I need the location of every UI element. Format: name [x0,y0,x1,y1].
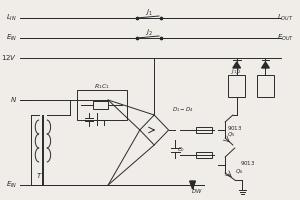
Text: $DW$: $DW$ [191,187,203,195]
Text: $R_1C_1$: $R_1C_1$ [94,83,110,91]
Text: $L_{IN}$: $L_{IN}$ [6,13,17,23]
Text: $N$: $N$ [10,96,17,104]
Text: $C_0$: $C_0$ [177,146,185,154]
Text: $J_1$: $J_1$ [146,8,153,18]
Text: $T$: $T$ [36,170,43,180]
Text: $12V$: $12V$ [1,53,17,62]
Bar [196,127,212,133]
Bar [257,75,274,97]
Text: $E_{IN}$: $E_{IN}$ [6,180,17,190]
Polygon shape [233,62,241,68]
Bar [77,90,127,120]
Bar [93,101,108,109]
Bar [196,152,212,158]
Text: $J_2$: $J_2$ [146,28,153,38]
Text: $Q_6$: $Q_6$ [235,168,244,176]
Bar [228,75,245,97]
Text: $9013$: $9013$ [240,159,256,167]
Text: $J_1J_2$: $J_1J_2$ [231,68,242,76]
Text: $Q_5$: $Q_5$ [227,131,235,139]
Polygon shape [190,181,195,189]
Text: $E_{IN}$: $E_{IN}$ [6,33,17,43]
Text: $E_{OUT}$: $E_{OUT}$ [277,33,294,43]
Text: $D_1-D_4$: $D_1-D_4$ [172,106,194,114]
Polygon shape [262,62,269,68]
Text: $9013$: $9013$ [227,124,242,132]
Text: $L_{OUT}$: $L_{OUT}$ [277,13,294,23]
